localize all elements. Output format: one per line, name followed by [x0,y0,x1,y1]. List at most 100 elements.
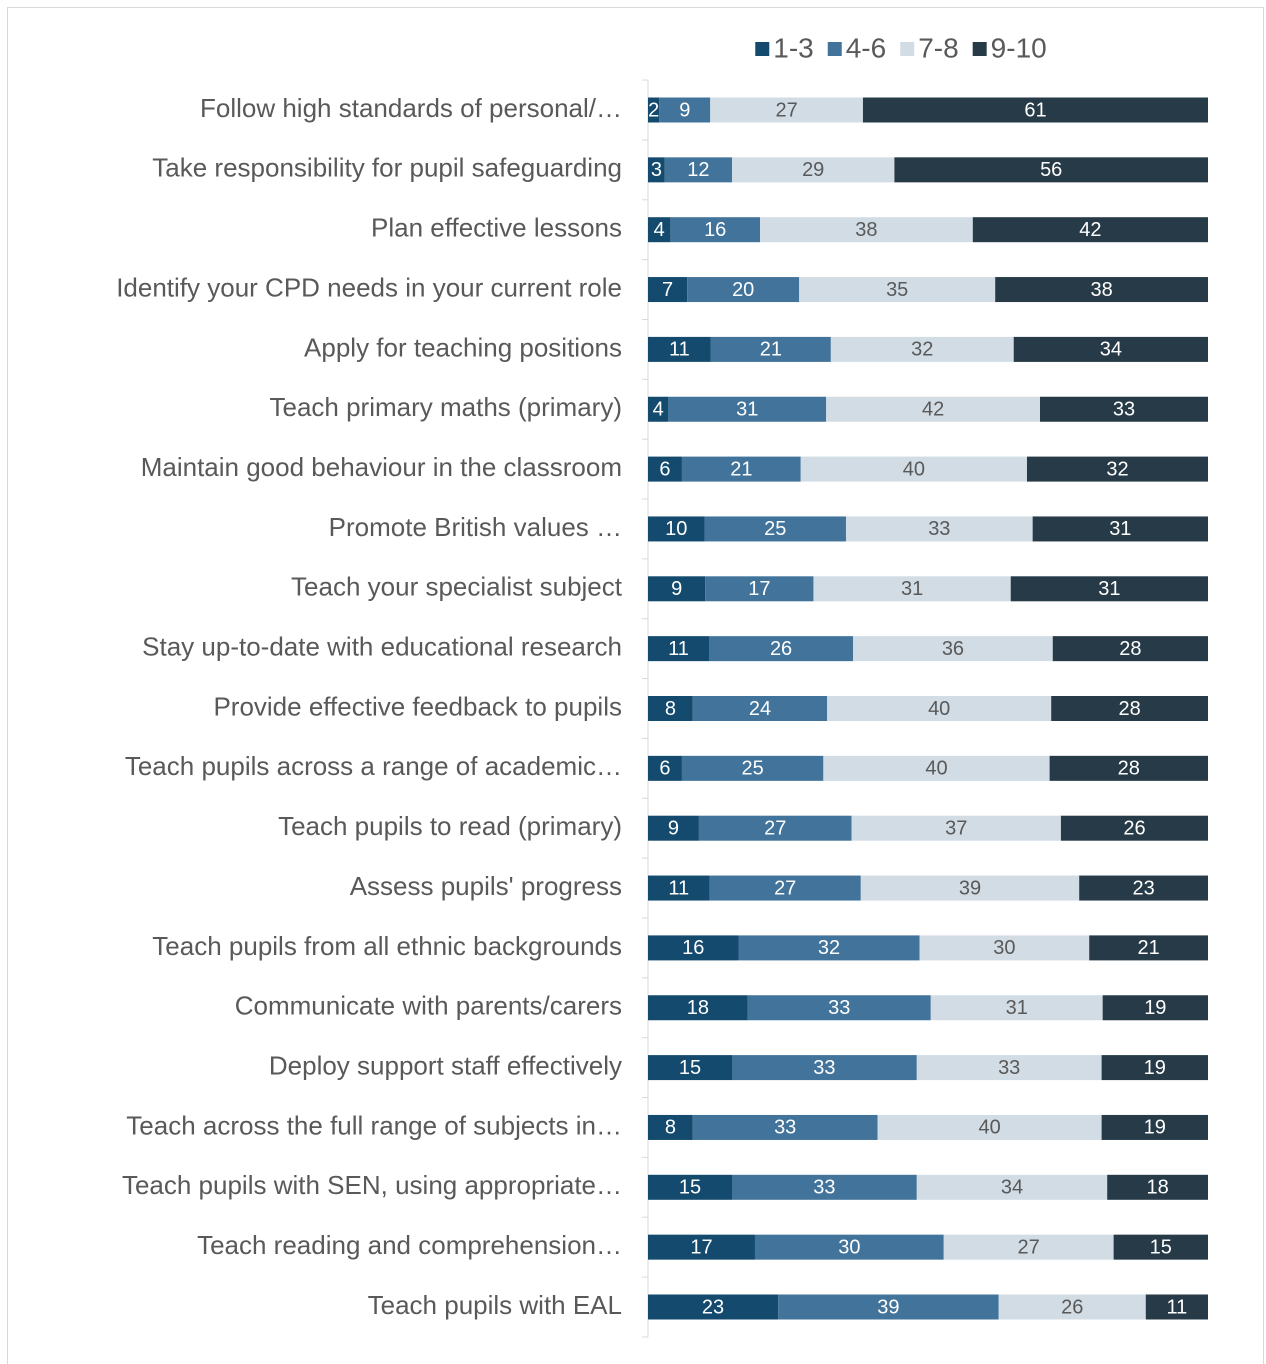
y-tick-label: Teach pupils from all ethnic backgrounds [152,931,622,961]
bar-segment [894,157,1208,183]
data-label: 2 [648,99,659,121]
y-tick-label: Promote British values … [329,512,622,542]
data-label: 8 [665,1117,676,1139]
data-label: 31 [736,399,758,421]
bar-segment [705,576,814,602]
bar-segment [710,97,863,123]
data-label: 9 [671,578,682,600]
bar-segment [1040,396,1208,422]
y-tick-label: Teach pupils to read (primary) [278,811,622,841]
data-label: 16 [682,937,704,959]
data-label: 39 [959,877,981,899]
data-label: 36 [942,638,964,660]
bar-segment [648,576,706,602]
bar-segment [1107,1174,1208,1200]
bar-segment [648,636,709,662]
bar-segment [648,97,660,123]
bar-segment [916,1174,1108,1200]
data-label: 34 [1001,1177,1023,1199]
data-label: 18 [1146,1177,1168,1199]
y-tick-label: Teach pupils with SEN, using appropriate… [122,1170,622,1200]
y-tick-label: Teach pupils with EAL [368,1290,622,1320]
bar-segment [732,1055,917,1081]
y-tick-label: Follow high standards of personal/… [200,93,622,123]
y-tick-label: Teach your specialist subject [291,572,623,602]
data-label: 15 [679,1057,701,1079]
bar-segment [648,696,693,721]
data-label: 27 [1018,1236,1040,1258]
bar-segment [845,516,1033,542]
data-label: 24 [749,698,771,720]
y-tick-label: Maintain good behaviour in the classroom [141,452,622,482]
data-label: 19 [1144,1057,1166,1079]
bar-segment [1032,516,1208,542]
data-label: 42 [922,399,944,421]
bar-segment [1013,336,1208,362]
bar-segment [1079,875,1208,901]
data-label: 17 [690,1236,712,1258]
bar-segment [664,157,732,183]
data-label: 29 [802,159,824,181]
bar-segment [943,1234,1114,1260]
data-label: 15 [679,1177,701,1199]
bar-segment [826,396,1040,422]
data-label: 27 [774,877,796,899]
bar-segment [862,97,1208,123]
bar-segment [930,995,1103,1021]
bar-segment [1089,935,1208,961]
y-tick-label: Teach primary maths (primary) [269,392,622,422]
data-label: 30 [838,1236,860,1258]
bar-segment [830,336,1014,362]
bar-segment [1026,456,1208,482]
bar-segment [851,815,1061,841]
bar-segment [1051,696,1208,721]
data-label: 25 [764,518,786,540]
bar-segment [681,456,801,482]
legend-swatch [900,42,915,56]
bar-segment [998,1294,1146,1320]
bar-segment [698,815,852,841]
data-label: 31 [1109,518,1131,540]
legend-swatch [827,42,842,56]
bar-segment [687,277,800,303]
legend-label: 1-3 [773,32,813,63]
bar-segment [648,1174,732,1200]
bar-segment [1010,576,1208,602]
data-label: 26 [1061,1296,1083,1318]
data-label: 33 [813,1177,835,1199]
y-tick-label: Teach across the full range of subjects … [126,1110,622,1140]
data-label: 38 [855,219,877,241]
data-label: 28 [1118,758,1140,780]
y-tick-label: Assess pupils' progress [350,871,622,901]
data-label: 15 [1150,1236,1172,1258]
bar-segment [827,696,1052,721]
bar-segment [648,755,682,781]
data-label: 16 [704,219,726,241]
data-label: 42 [1079,219,1101,241]
data-label: 4 [654,219,665,241]
data-label: 33 [828,997,850,1019]
data-label: 11 [668,877,689,899]
data-label: 61 [1024,99,1046,121]
data-label: 26 [770,638,792,660]
data-label: 38 [1090,279,1112,301]
y-tick-label: Take responsibility for pupil safeguardi… [152,153,622,183]
data-label: 9 [668,817,679,839]
data-label: 23 [1132,877,1154,899]
y-tick-label: Teach reading and comprehension… [197,1230,622,1260]
bar-segment [877,1114,1102,1140]
bar-segment [648,217,671,243]
bar-segment [1101,1055,1208,1081]
bar-segment [799,277,996,303]
data-label: 32 [911,339,933,361]
bar-segment [754,1234,944,1260]
data-label: 19 [1144,1117,1166,1139]
bar-segment [823,755,1050,781]
bar-segment [648,1114,693,1140]
bar-segment [692,1114,878,1140]
data-label: 31 [901,578,923,600]
y-tick-label: Stay up-to-date with educational researc… [142,632,622,662]
bar-segment [919,935,1090,961]
bar-segment [916,1055,1102,1081]
data-label: 33 [998,1057,1020,1079]
